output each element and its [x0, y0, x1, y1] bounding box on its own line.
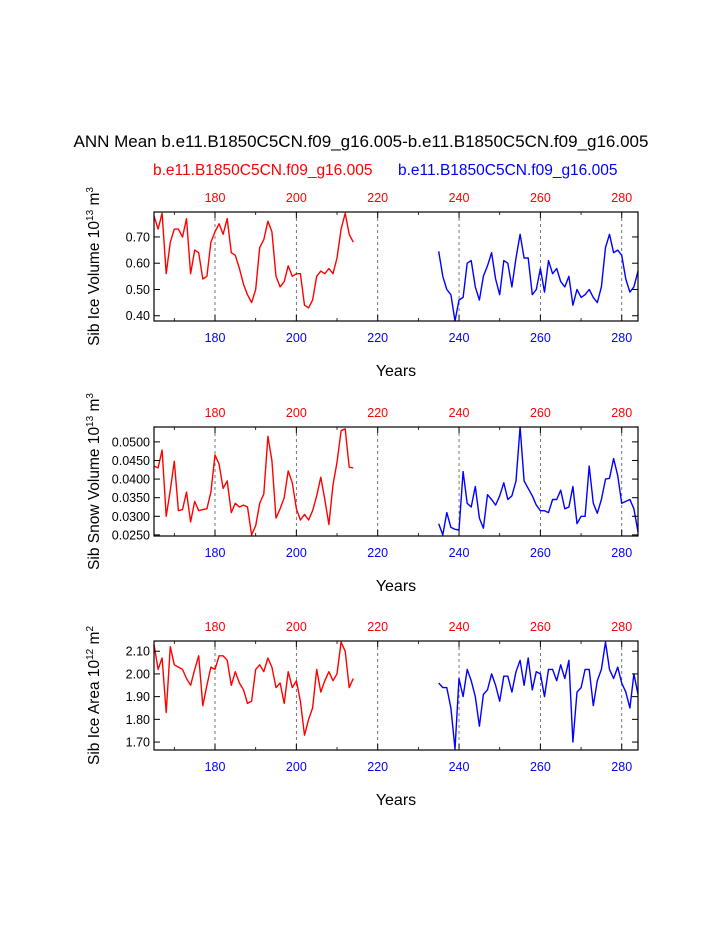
y-tick-label: 0.0400: [112, 473, 150, 487]
x-tick-label-bottom: 260: [530, 546, 551, 560]
x-axis-label: Years: [376, 792, 416, 809]
x-tick-label-top: 200: [286, 406, 307, 420]
y-axis-label: Sib Snow Volume 1013 m3: [85, 393, 103, 570]
x-tick-label-top: 180: [205, 620, 226, 634]
y-tick-label: 0.70: [126, 230, 150, 244]
panel-sib-snow-volume: 180 180 200 200 220 220 240 240 260 260 280 280 0.02…: [85, 393, 639, 595]
x-tick-label-bottom: 220: [367, 760, 388, 774]
y-axis-label-part: Sib Snow Volume 10: [86, 427, 103, 570]
x-tick-label-bottom: 240: [449, 760, 470, 774]
series-line-case2: [438, 233, 639, 322]
x-tick-label-bottom: 260: [530, 331, 551, 345]
series-line-case1: [153, 428, 354, 536]
y-axis-label-part: m: [86, 632, 103, 649]
y-axis-label-superscript: 3: [85, 393, 96, 399]
x-tick-label-top: 240: [449, 620, 470, 634]
x-tick-label-top: 220: [367, 620, 388, 634]
y-tick-label: 0.0350: [112, 491, 150, 505]
y-axis-label-superscript: 13: [85, 415, 96, 427]
x-tick-label-top: 280: [611, 406, 632, 420]
x-tick-label-bottom: 280: [611, 546, 632, 560]
x-axis-label: Years: [376, 363, 416, 380]
x-tick-label-top: 240: [449, 406, 470, 420]
x-tick-label-top: 240: [449, 191, 470, 205]
x-axis-label: Years: [376, 578, 416, 595]
figure-title: ANN Mean b.e11.B1850C5CN.f09_g16.005-b.e…: [74, 132, 649, 151]
y-axis-label-part: Sib Ice Volume 10: [86, 221, 103, 346]
y-tick-label: 2.10: [126, 645, 150, 659]
x-tick-label-top: 260: [530, 620, 551, 634]
x-tick-label-bottom: 220: [367, 546, 388, 560]
panel-sib-ice-area: 180 180 200 200 220 220 240 240 260 260 280 280 1.70…: [85, 620, 639, 809]
y-tick-label: 0.40: [126, 309, 150, 323]
x-tick-label-bottom: 260: [530, 760, 551, 774]
x-tick-label-bottom: 180: [205, 760, 226, 774]
y-axis-label-superscript: 3: [85, 187, 96, 193]
plot-frame: [153, 426, 639, 537]
x-tick-label-top: 200: [286, 191, 307, 205]
y-tick-label: 1.70: [126, 736, 150, 750]
y-axis-label-superscript: 13: [85, 209, 96, 221]
x-tick-label-top: 280: [611, 620, 632, 634]
x-tick-label-bottom: 200: [286, 760, 307, 774]
y-tick-label: 0.0250: [112, 528, 150, 542]
series-line-case2: [438, 641, 639, 750]
y-axis-label-part: m: [86, 399, 103, 416]
x-tick-label-bottom: 180: [205, 546, 226, 560]
x-tick-label-bottom: 200: [286, 546, 307, 560]
legend-case1: b.e11.B1850C5CN.f09_g16.005: [153, 162, 372, 179]
y-axis-label-superscript: 2: [85, 626, 96, 632]
y-tick-label: 2.00: [126, 667, 150, 681]
y-tick-label: 0.0300: [112, 510, 150, 524]
x-tick-label-top: 180: [205, 406, 226, 420]
series-line-case1: [153, 212, 354, 309]
x-tick-label-top: 260: [530, 406, 551, 420]
plot-frame: [153, 211, 639, 322]
x-tick-label-top: 180: [205, 191, 226, 205]
y-tick-label: 0.0500: [112, 435, 150, 449]
x-tick-label-top: 220: [367, 191, 388, 205]
y-axis-label-superscript: 12: [85, 648, 96, 660]
y-tick-label: 1.90: [126, 690, 150, 704]
y-axis-label: Sib Ice Volume 1013 m3: [85, 187, 103, 346]
x-tick-label-bottom: 220: [367, 331, 388, 345]
x-tick-label-top: 280: [611, 191, 632, 205]
legend-case2: b.e11.B1850C5CN.f09_g16.005: [398, 162, 617, 179]
x-tick-label-top: 260: [530, 191, 551, 205]
x-tick-label-bottom: 200: [286, 331, 307, 345]
y-tick-label: 0.0450: [112, 454, 150, 468]
x-tick-label-top: 220: [367, 406, 388, 420]
y-axis-label: Sib Ice Area 1012 m2: [85, 626, 103, 765]
x-tick-label-bottom: 280: [611, 760, 632, 774]
y-tick-label: 1.80: [126, 713, 150, 727]
series-line-case1: [153, 641, 354, 736]
panel-sib-ice-volume: 180 180 200 200 220 220 240 240 260 260 280 280 0.40…: [85, 187, 639, 380]
x-tick-label-bottom: 180: [205, 331, 226, 345]
x-tick-label-bottom: 240: [449, 546, 470, 560]
y-axis-label-part: m: [86, 193, 103, 210]
x-tick-label-bottom: 240: [449, 331, 470, 345]
x-tick-label-top: 200: [286, 620, 307, 634]
y-axis-label-part: Sib Ice Area 10: [86, 660, 103, 766]
y-tick-label: 0.50: [126, 283, 150, 297]
series-line-case2: [438, 426, 639, 536]
plot-frame: [153, 640, 639, 751]
x-tick-label-bottom: 280: [611, 331, 632, 345]
y-tick-label: 0.60: [126, 257, 150, 271]
